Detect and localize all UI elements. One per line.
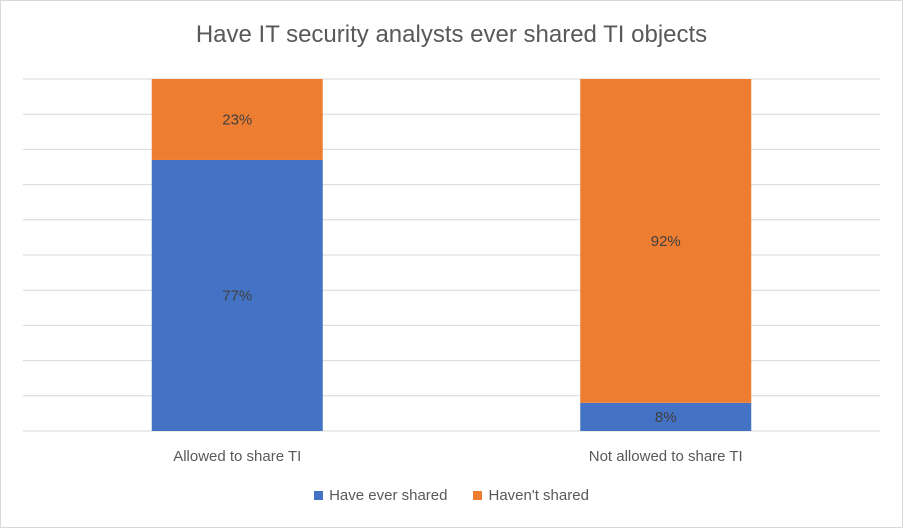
data-label: 92% bbox=[651, 233, 681, 250]
legend-label-have-ever-shared: Have ever shared bbox=[329, 487, 448, 504]
bar-segment bbox=[580, 79, 752, 403]
x-tick-label: Not allowed to share TI bbox=[589, 448, 743, 465]
bar-segment bbox=[151, 159, 323, 431]
legend-swatch-havent-shared bbox=[473, 491, 483, 500]
legend-swatch-have-ever-shared bbox=[314, 491, 324, 500]
legend: Have ever shared Haven't shared bbox=[1, 487, 902, 504]
data-label: 23% bbox=[222, 111, 252, 128]
legend-item-have-ever-shared: Have ever shared bbox=[314, 487, 447, 504]
legend-label-havent-shared: Haven't shared bbox=[488, 487, 589, 504]
x-tick-label: Allowed to share TI bbox=[173, 448, 301, 465]
data-label: 77% bbox=[222, 287, 252, 304]
data-label: 8% bbox=[655, 409, 677, 426]
chart-title: Have IT security analysts ever shared TI… bbox=[195, 21, 708, 48]
bar-segment bbox=[580, 402, 752, 431]
legend-item-havent-shared: Haven't shared bbox=[473, 487, 589, 504]
bar-segment bbox=[151, 79, 323, 160]
